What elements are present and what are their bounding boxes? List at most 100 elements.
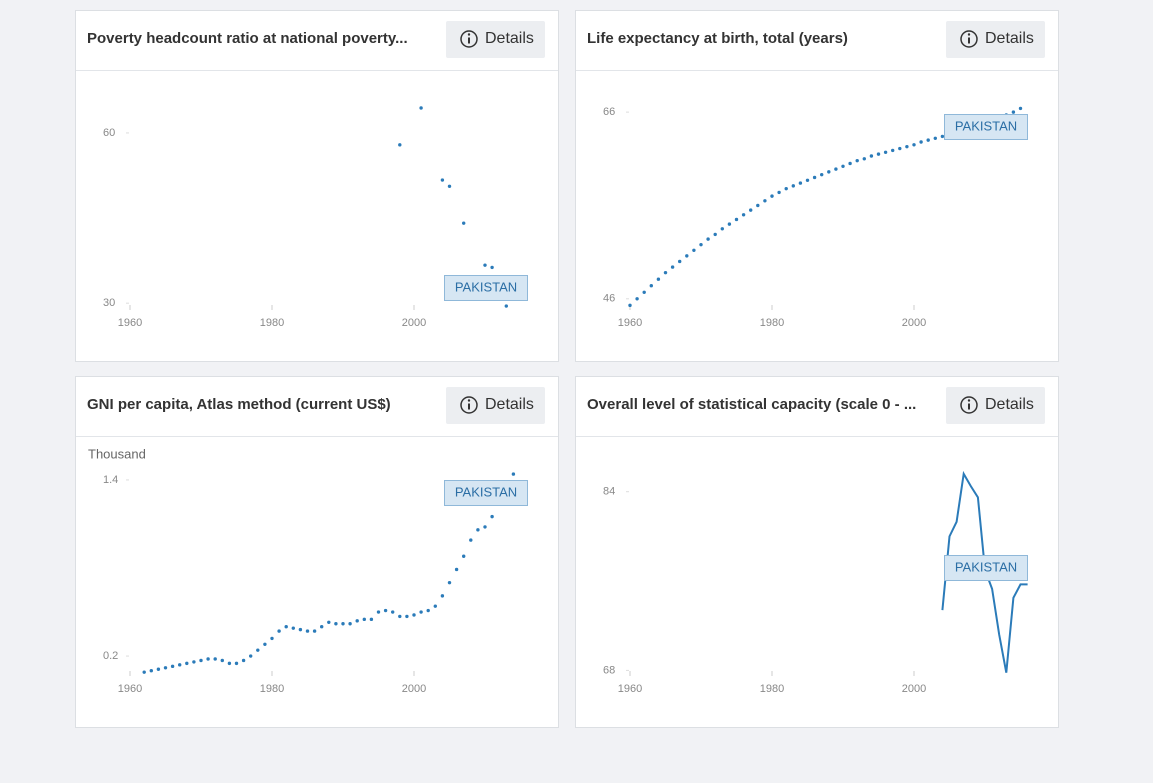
x-tick-label: 1960 — [118, 683, 142, 695]
data-point — [770, 194, 774, 198]
data-point — [812, 175, 817, 180]
button-label[interactable]: Details — [485, 30, 534, 47]
data-point — [419, 106, 423, 110]
legend-label: PAKISTAN — [455, 279, 517, 294]
chart-card: Overall level of statistical capacity (s… — [575, 376, 1059, 728]
data-point — [642, 290, 646, 294]
data-point — [362, 617, 366, 622]
data-point — [405, 614, 409, 619]
data-point — [727, 222, 732, 226]
data-point — [440, 178, 445, 182]
x-tick-label: 1980 — [260, 317, 284, 329]
details-button[interactable]: Details — [946, 387, 1045, 424]
y-tick-label: 46 — [603, 293, 615, 305]
button-label[interactable]: Details — [485, 396, 534, 413]
info-icon[interactable] — [460, 396, 478, 414]
button-label[interactable]: Details — [985, 396, 1034, 413]
data-point — [876, 152, 881, 156]
data-point — [149, 669, 153, 673]
info-icon-dot[interactable] — [467, 33, 471, 36]
data-point — [483, 263, 487, 267]
y-tick-label: 60 — [103, 127, 115, 139]
data-point — [926, 138, 930, 142]
data-point — [291, 626, 295, 630]
button-background[interactable] — [446, 387, 545, 424]
data-point — [383, 608, 388, 613]
data-point — [192, 660, 196, 664]
data-point — [685, 254, 689, 258]
x-tick-label: 1960 — [118, 317, 142, 329]
legend-box — [944, 555, 1028, 581]
data-point — [256, 648, 260, 652]
info-icon[interactable] — [960, 396, 978, 414]
details-button[interactable]: Details — [946, 21, 1045, 58]
button-background[interactable] — [946, 21, 1045, 58]
data-point — [827, 170, 831, 174]
data-point — [369, 617, 374, 622]
data-point — [848, 161, 852, 166]
data-point — [692, 248, 696, 252]
data-point — [355, 619, 359, 623]
data-point — [142, 670, 146, 674]
legend-label: PAKISTAN — [955, 118, 1017, 133]
card-background — [75, 10, 559, 362]
y-tick-label: 84 — [603, 486, 615, 498]
details-button[interactable]: Details — [446, 387, 545, 424]
data-point — [855, 158, 859, 163]
data-point — [462, 554, 466, 558]
data-point — [206, 657, 210, 661]
card-background — [75, 376, 559, 728]
info-icon-dot[interactable] — [967, 33, 971, 36]
data-point — [234, 661, 239, 666]
data-point — [628, 303, 632, 308]
data-point — [398, 614, 402, 619]
x-tick-label: 1980 — [760, 317, 784, 329]
y-tick-label: 30 — [103, 297, 115, 309]
data-point — [277, 629, 281, 633]
data-point — [898, 146, 902, 151]
y-tick-label: 0.2 — [103, 650, 118, 662]
legend-label: PAKISTAN — [455, 484, 517, 499]
button-background[interactable] — [946, 387, 1045, 424]
data-point — [185, 661, 189, 666]
info-icon-dot[interactable] — [467, 399, 471, 402]
data-point — [170, 664, 175, 669]
data-point — [678, 259, 682, 264]
data-point — [791, 184, 795, 188]
y-axis-unit: Thousand — [88, 446, 146, 461]
data-point — [798, 181, 803, 185]
data-point — [756, 203, 760, 208]
info-icon-dot[interactable] — [967, 399, 971, 402]
data-point — [777, 190, 781, 195]
legend-box — [444, 275, 528, 301]
button-label[interactable]: Details — [985, 30, 1034, 47]
y-tick-label: 1.4 — [103, 474, 118, 486]
data-point — [649, 284, 653, 288]
details-button[interactable]: Details — [446, 21, 545, 58]
data-point — [883, 150, 888, 154]
data-point — [249, 654, 253, 658]
data-point — [891, 148, 895, 153]
card-background — [575, 376, 1059, 728]
info-icon[interactable] — [960, 30, 978, 48]
data-point — [834, 167, 838, 171]
data-point — [454, 567, 459, 572]
data-point — [376, 610, 381, 614]
data-point — [412, 613, 416, 617]
data-point — [784, 186, 788, 191]
button-background[interactable] — [446, 21, 545, 58]
legend-box — [944, 114, 1028, 140]
x-tick-label: 2000 — [402, 317, 426, 329]
info-icon[interactable] — [460, 30, 478, 48]
chart-title: Poverty headcount ratio at national pove… — [87, 30, 408, 47]
data-point — [227, 661, 232, 666]
data-point — [334, 622, 338, 626]
data-point — [635, 297, 639, 301]
data-point — [763, 199, 767, 203]
data-point — [862, 157, 866, 161]
data-point — [433, 604, 437, 608]
chart-card: Poverty headcount ratio at national pove… — [75, 10, 559, 362]
data-point — [163, 666, 168, 670]
